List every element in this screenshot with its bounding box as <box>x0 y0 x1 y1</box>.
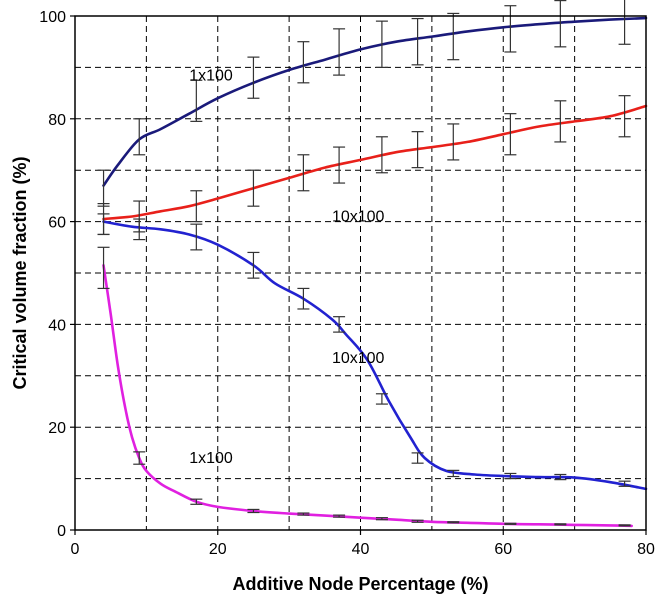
y-axis-title: Critical volume fraction (%) <box>10 156 30 389</box>
series-line-1 <box>102 16 648 187</box>
error-bar <box>447 123 460 161</box>
x-tick-label: 80 <box>637 541 655 558</box>
error-bar <box>190 498 203 505</box>
error-bar <box>554 0 567 48</box>
error-bar <box>375 393 388 405</box>
series-annotation: 1x100 <box>189 450 233 467</box>
series-annotation: 1x100 <box>189 67 233 84</box>
error-bar <box>618 524 631 527</box>
error-bar <box>333 146 346 184</box>
error-bar <box>504 113 517 156</box>
error-bar <box>504 522 517 525</box>
error-bar <box>333 316 346 333</box>
error-bar <box>447 12 460 61</box>
errorbar-layer <box>97 0 631 527</box>
error-bar <box>297 41 310 84</box>
error-bar <box>247 251 260 279</box>
error-bar <box>411 452 424 464</box>
series-line-2 <box>102 104 648 221</box>
error-bar <box>297 287 310 310</box>
error-bar <box>333 514 346 518</box>
error-bar <box>618 95 631 138</box>
error-bar <box>190 79 203 122</box>
error-bar <box>333 28 346 76</box>
error-bar <box>618 0 631 45</box>
error-bar <box>190 190 203 223</box>
error-bar <box>504 5 517 53</box>
error-bar <box>133 451 146 465</box>
y-tick-label: 0 <box>57 523 66 540</box>
tick-layer: 0 20 40 60 80 0 20 40 60 80 100 <box>39 9 655 558</box>
error-bar <box>447 469 460 478</box>
y-tick-label: 80 <box>48 112 66 129</box>
error-bar <box>247 508 260 514</box>
error-bar <box>375 136 388 174</box>
y-tick-label: 60 <box>48 215 66 232</box>
error-bar <box>297 512 310 516</box>
error-bar <box>411 519 424 523</box>
error-bar <box>97 246 110 290</box>
series-line-3 <box>102 220 648 491</box>
series-annotation: 10x100 <box>332 209 385 226</box>
grid <box>75 16 646 530</box>
error-bar <box>554 100 567 143</box>
x-tick-label: 20 <box>209 541 227 558</box>
y-tick-label: 20 <box>48 420 66 437</box>
error-bar <box>554 473 567 481</box>
y-tick-label: 40 <box>48 317 66 334</box>
error-bar <box>247 56 260 99</box>
error-bar <box>247 169 260 207</box>
x-axis-title: Additive Node Percentage (%) <box>232 574 488 594</box>
error-bar <box>504 472 517 480</box>
error-bar <box>190 223 203 251</box>
error-bar <box>411 17 424 66</box>
x-tick-label: 40 <box>352 541 370 558</box>
error-bar <box>618 480 631 487</box>
error-bar <box>554 523 567 526</box>
x-tick-label: 60 <box>494 541 512 558</box>
error-bar <box>297 154 310 192</box>
annotation-layer: 1x100 10x100 10x100 1x100 <box>189 67 384 467</box>
error-bar <box>97 213 110 236</box>
error-bar <box>375 517 388 521</box>
x-tick-label: 0 <box>71 541 80 558</box>
error-bar <box>411 131 424 169</box>
error-bar <box>375 20 388 69</box>
error-bar <box>133 118 146 156</box>
y-tick-label: 100 <box>39 9 66 26</box>
error-bar <box>133 218 146 241</box>
error-bar <box>447 521 460 524</box>
series-annotation: 10x100 <box>332 350 385 367</box>
